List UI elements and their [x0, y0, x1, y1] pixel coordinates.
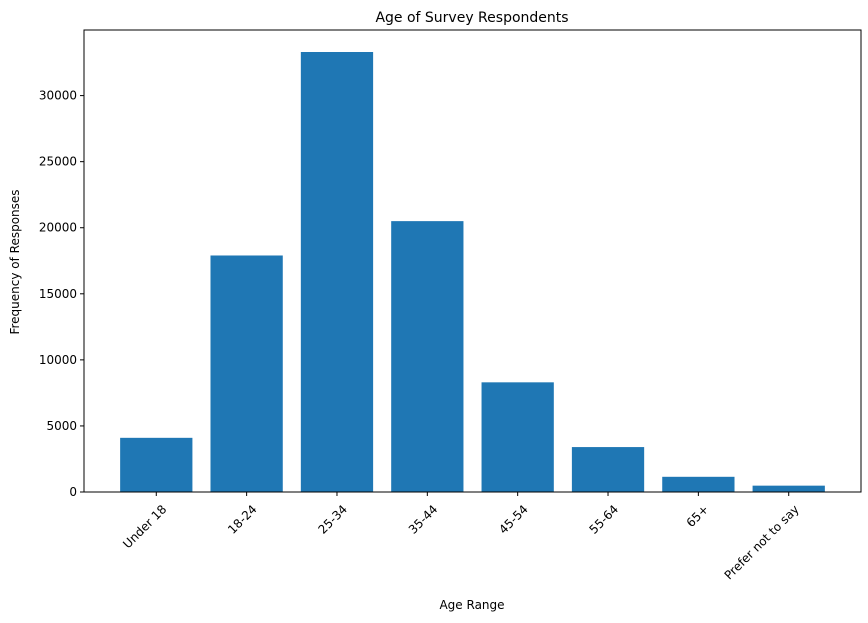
- bar: [300, 52, 374, 492]
- x-axis-ticks: Under 18 18-24 25-34 35-44 45-54 55-64 65+ Pref…: [120, 492, 802, 582]
- bar: [391, 221, 464, 492]
- y-tick-label: 30000: [39, 89, 77, 103]
- chart-title: Age of Survey Respondents: [375, 10, 568, 26]
- plot-frame: [83, 29, 862, 493]
- bar: [662, 476, 735, 492]
- bar: [210, 255, 283, 492]
- bar: [120, 437, 193, 492]
- x-tick-label: 18-24: [225, 502, 260, 537]
- x-tick-label: 25-34: [315, 502, 350, 537]
- y-tick-label: 10000: [39, 353, 77, 367]
- x-tick-label: 45-54: [496, 502, 531, 537]
- x-tick-label: 35-44: [406, 502, 441, 537]
- y-tick-label: 5000: [46, 419, 77, 433]
- x-tick-label: Under 18: [120, 502, 169, 551]
- x-tick-label: 55-64: [587, 502, 622, 537]
- bar: [571, 447, 645, 492]
- y-tick-label: 15000: [39, 287, 77, 301]
- bars-group: [120, 52, 825, 492]
- y-tick-label: 20000: [39, 221, 77, 235]
- bar: [481, 382, 554, 492]
- y-axis-ticks: 0 5000 10000 15000 20000 25000 30000: [39, 89, 84, 499]
- y-tick-label: 0: [69, 485, 77, 499]
- x-tick-label: Prefer not to say: [722, 502, 802, 582]
- bar: [752, 485, 825, 492]
- y-axis-label: Frequency of Responses: [8, 189, 22, 334]
- y-tick-label: 25000: [39, 155, 77, 169]
- x-axis-label: Age Range: [439, 598, 504, 612]
- x-tick-label: 65+: [684, 502, 712, 530]
